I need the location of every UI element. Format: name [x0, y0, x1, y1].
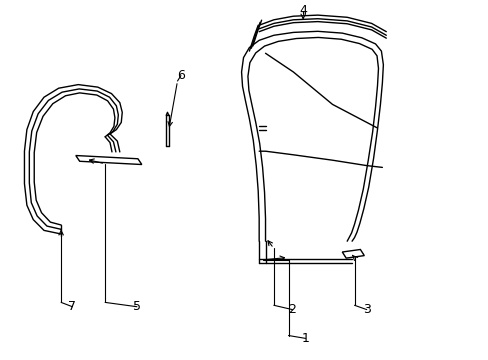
Text: 3: 3	[362, 303, 370, 316]
Text: 4: 4	[299, 4, 306, 17]
Polygon shape	[342, 249, 364, 258]
Text: 1: 1	[301, 332, 309, 345]
Text: 7: 7	[68, 300, 76, 313]
Text: 6: 6	[177, 69, 184, 82]
Text: 5: 5	[133, 300, 141, 313]
Polygon shape	[76, 156, 142, 165]
Text: 2: 2	[288, 303, 296, 316]
